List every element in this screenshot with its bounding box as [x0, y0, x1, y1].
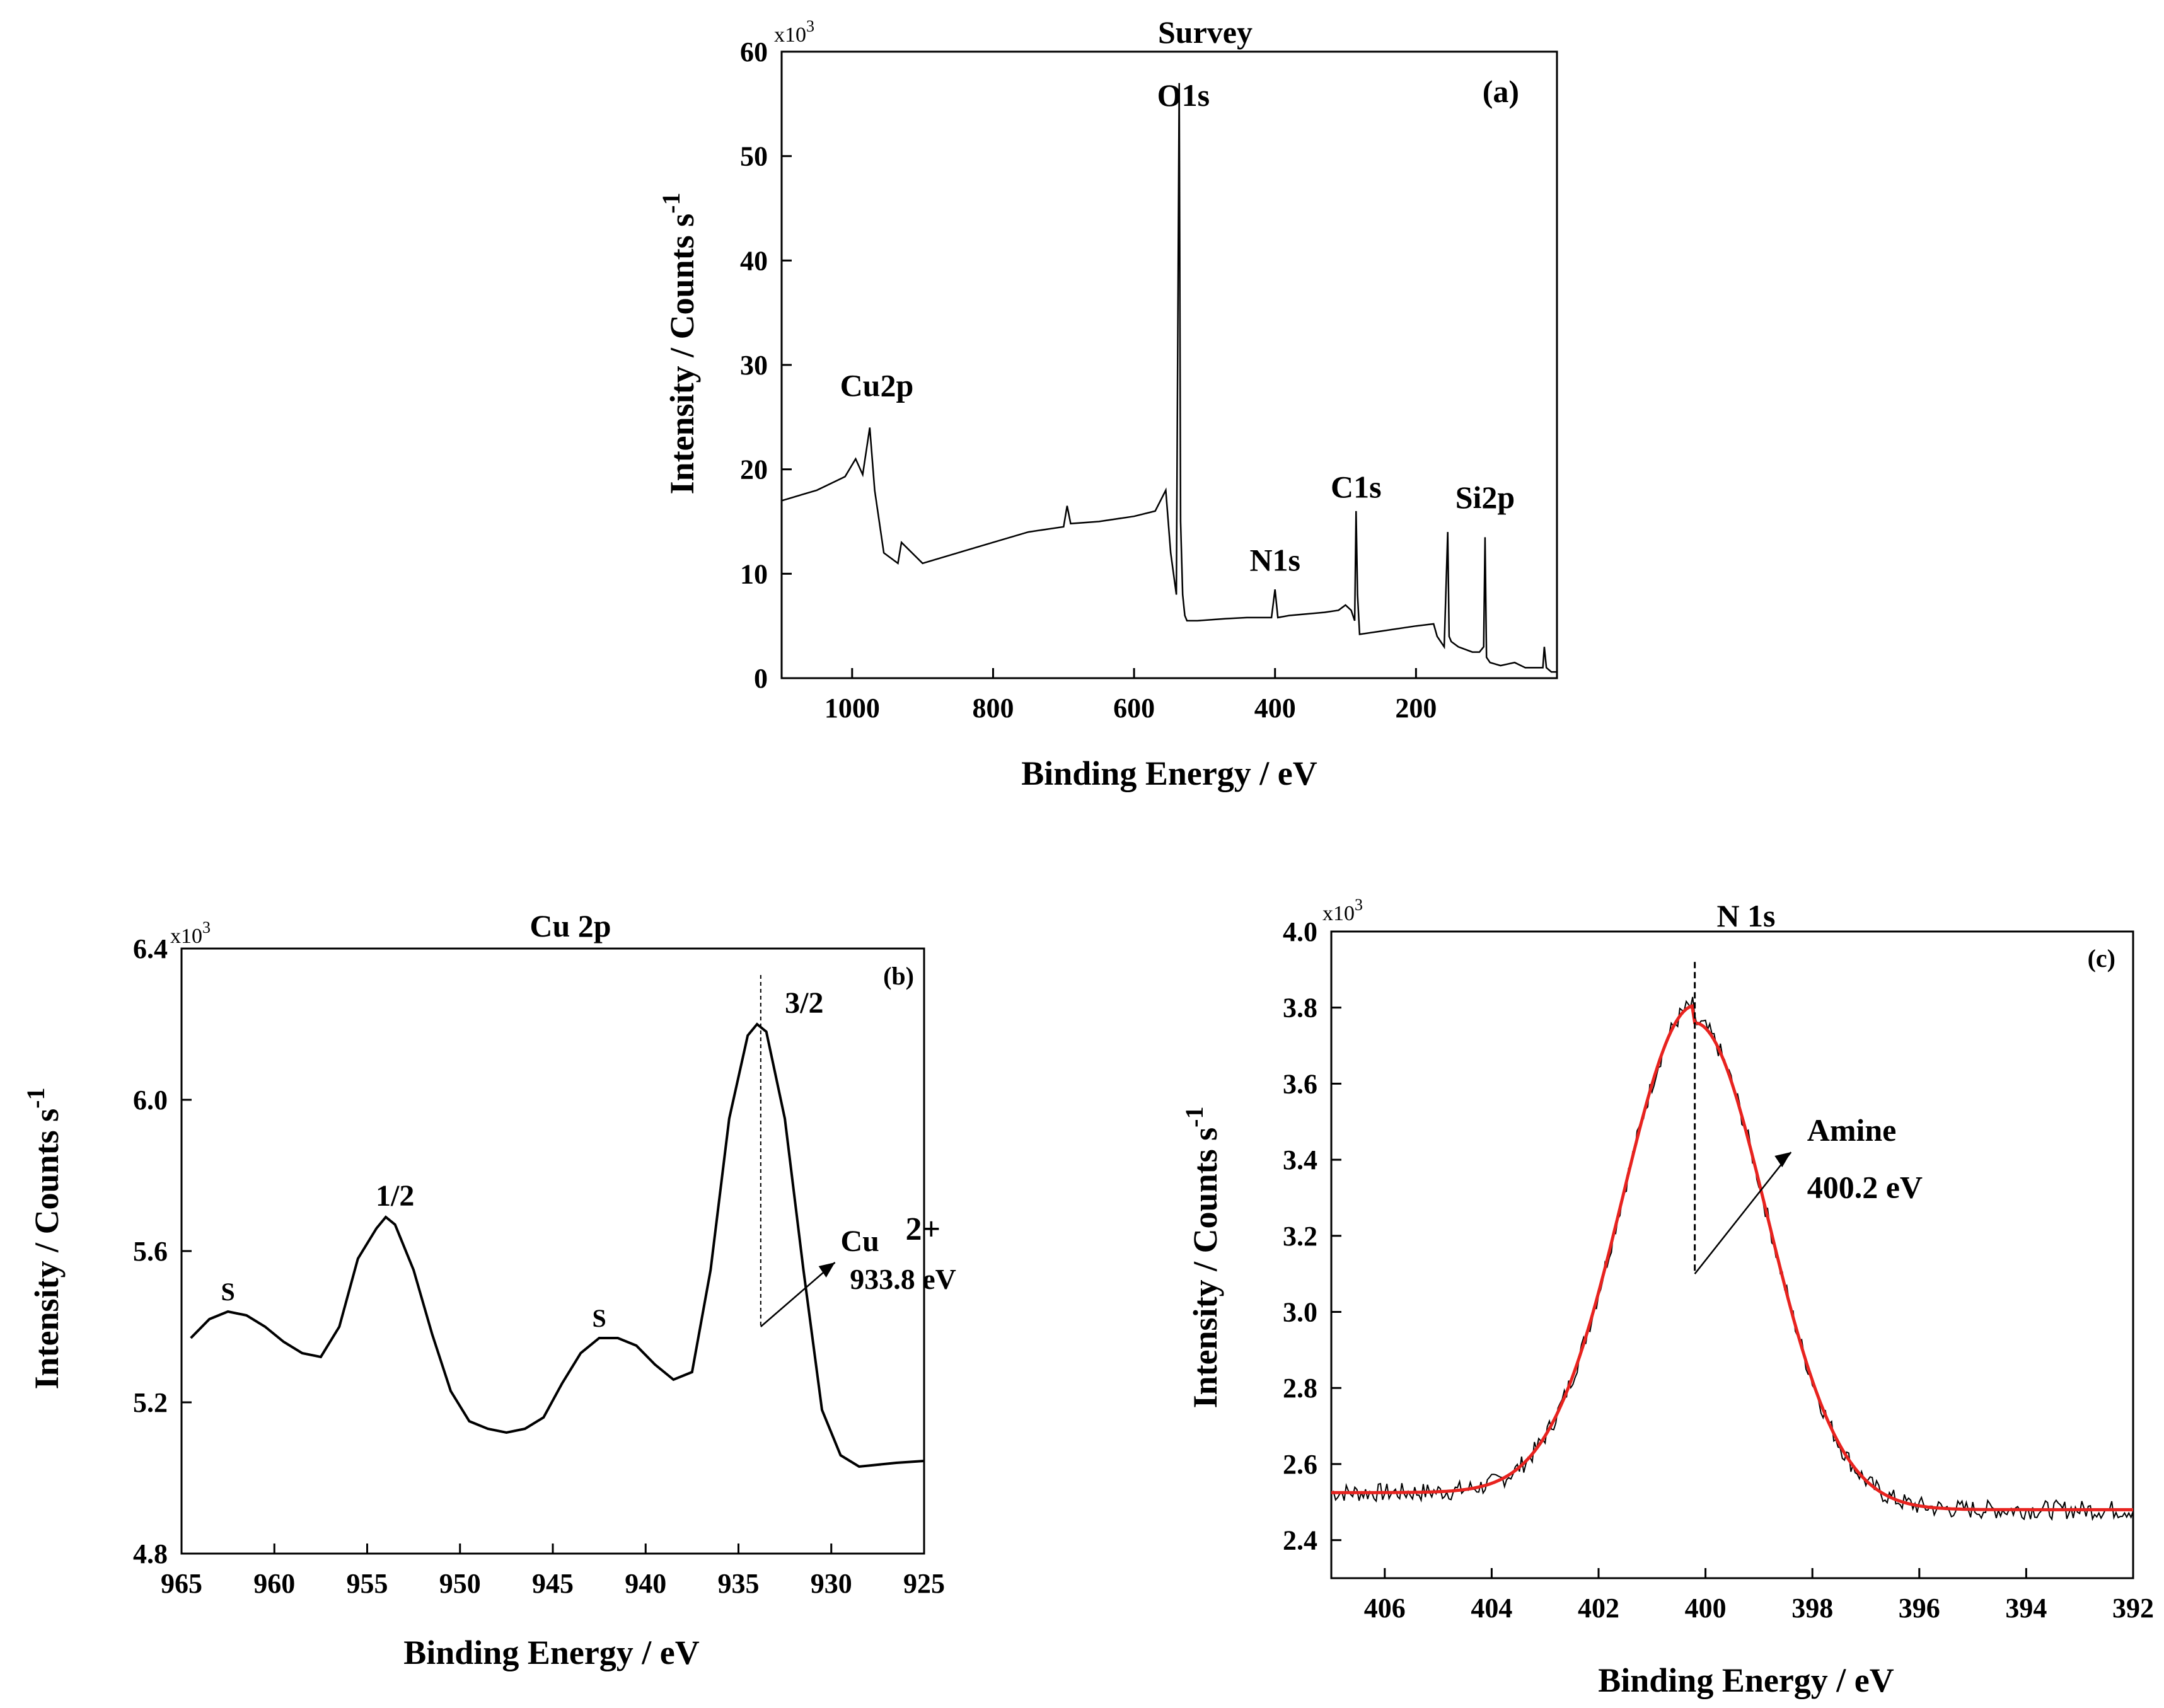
- panel-a-frame: [780, 50, 1558, 679]
- panel-b-xtick-label: 960: [253, 1568, 295, 1599]
- panel-c-xtick-label: 406: [1364, 1593, 1406, 1624]
- panel-b-annotation: 3/2: [785, 986, 823, 1020]
- panel-b-xtick-label: 925: [903, 1568, 945, 1599]
- panel-b-ytick-label: 6.0: [133, 1085, 168, 1116]
- panel-c-xtick-label: 402: [1578, 1593, 1619, 1624]
- panel-b-cu2p-line: [190, 1022, 925, 1469]
- panel-b-xtick-label: 930: [811, 1568, 852, 1599]
- panel-a-xtick-label: 800: [972, 693, 1014, 724]
- panel-b-xtick-label: 965: [161, 1568, 202, 1599]
- panel-a-title: Survey: [1158, 14, 1253, 50]
- panel-c-ytick-label: 2.4: [1283, 1525, 1317, 1556]
- panel-b-xlabel: Binding Energy / eV: [403, 1634, 700, 1671]
- panel-c-annotations: Amine 400.2 eV: [1694, 962, 1923, 1274]
- panel-a-xtick-label: 200: [1395, 693, 1437, 724]
- panel-c-ytick-label: 3.6: [1283, 1068, 1317, 1099]
- panel-b-arrowhead: [818, 1262, 835, 1278]
- panel-c-xtick-label: 392: [2112, 1593, 2154, 1624]
- panel-b-annotation: 1/2: [376, 1179, 414, 1213]
- panel-c-label: (c): [2088, 944, 2115, 972]
- panel-a-ytick-label: 20: [740, 454, 768, 485]
- panel-b-xtick-label: 945: [532, 1568, 574, 1599]
- panel-c-ytick-label: 3.4: [1283, 1145, 1317, 1175]
- panel-a-ytick-label: 40: [740, 245, 768, 276]
- panel-b-frame: [180, 947, 925, 1555]
- panel-a-survey: Survey x103 (a) 1000 800 600 400 200 0 10 20 30 4…: [657, 14, 1558, 792]
- panel-a-xtick-label: 600: [1113, 693, 1155, 724]
- panel-a-peak-label: N1s: [1249, 542, 1300, 577]
- panel-b-ylabel: Intensity / Counts s-1: [21, 1088, 66, 1390]
- panel-c-ytick-label: 3.2: [1283, 1221, 1317, 1252]
- panel-b-xtick-label: 940: [625, 1568, 666, 1599]
- panel-c-arrow: [1694, 1151, 1792, 1274]
- panel-b-ytick-label: 6.4: [133, 933, 168, 964]
- panel-c-xlabel: Binding Energy / eV: [1598, 1661, 1894, 1699]
- panel-a-label: (a): [1483, 74, 1519, 109]
- panel-a-xlabel: Binding Energy / eV: [1021, 754, 1317, 792]
- panel-c-frame: [1330, 930, 2134, 1579]
- panel-c-ticks: 406 404 402 400 398 396 394 392 2.4 2.6 2.8 3.0 3.2 3…: [1283, 916, 2154, 1624]
- panel-b-xtick-label: 935: [718, 1568, 760, 1599]
- panel-b-annotation: Cu: [840, 1225, 879, 1258]
- panel-a-ytick-label: 0: [754, 663, 768, 694]
- panel-c-ytick-label: 3.0: [1283, 1297, 1317, 1328]
- panel-b-annotation: 2+: [906, 1211, 941, 1247]
- panel-c-xtick-label: 404: [1471, 1593, 1512, 1624]
- panel-c-xtick-label: 400: [1685, 1593, 1727, 1624]
- panel-b-annotation: 933.8 eV: [850, 1263, 956, 1295]
- panel-c-ylabel: Intensity / Counts s-1: [1180, 1107, 1224, 1409]
- panel-c-ytick-label: 3.8: [1283, 993, 1317, 1024]
- panel-c-xtick-label: 398: [1791, 1593, 1833, 1624]
- panel-c-raw-line: [1331, 996, 2134, 1521]
- panel-a-ylabel: Intensity / Counts s-1: [657, 193, 701, 495]
- panel-b-ytick-label: 5.2: [133, 1387, 168, 1418]
- panel-a-ytick-label: 50: [740, 141, 768, 172]
- panel-b-title: Cu 2p: [529, 908, 611, 943]
- panel-a-peak-label: Si2p: [1455, 480, 1515, 515]
- panel-b-multiplier: x103: [170, 918, 211, 948]
- panel-c-ytick-label: 2.6: [1283, 1449, 1317, 1480]
- panel-a-peak-label: C1s: [1331, 469, 1382, 504]
- panel-a-xtick-label: 400: [1254, 693, 1296, 724]
- panel-b-label: (b): [883, 962, 914, 990]
- panel-a-ytick-label: 30: [740, 350, 768, 381]
- panel-b-annotation: S: [221, 1278, 235, 1306]
- panel-c-fit-line: [1331, 1003, 2133, 1511]
- panel-a-ytick-label: 10: [740, 558, 768, 589]
- panel-c-amine-label: Amine: [1807, 1112, 1897, 1148]
- panel-a-xtick-label: 1000: [825, 693, 880, 724]
- panel-c-title: N 1s: [1716, 898, 1775, 933]
- panel-c-xtick-label: 394: [2005, 1593, 2047, 1624]
- panel-c-ytick-label: 2.8: [1283, 1373, 1317, 1404]
- panel-b-ticks: 965 960 955 950 945 940 935 930 925 4.8 5.2 5.6 6.0 6…: [133, 933, 945, 1599]
- panel-c-xtick-label: 396: [1899, 1593, 1940, 1624]
- panel-a-ticks: 1000 800 600 400 200 0 10 20 30 40 50 60: [740, 37, 1437, 724]
- panel-b-ytick-label: 4.8: [133, 1538, 168, 1569]
- panel-c-multiplier: x103: [1322, 896, 1363, 925]
- panel-a-peak-label: O1s: [1157, 78, 1210, 113]
- panel-c-arrowhead: [1774, 1152, 1791, 1168]
- panel-c-energy-label: 400.2 eV: [1807, 1169, 1923, 1204]
- panel-b-annotation: S: [593, 1304, 606, 1332]
- panel-b-arrow: [760, 1262, 836, 1327]
- panel-a-ytick-label: 60: [740, 37, 768, 67]
- panel-c-n1s: N 1s x103 (c) 406 404 402 400 398 396 394 392 2.…: [1180, 896, 2154, 1699]
- panel-a-multiplier: x103: [774, 17, 814, 47]
- panel-b-xtick-label: 950: [439, 1568, 481, 1599]
- panel-b-xtick-label: 955: [347, 1568, 388, 1599]
- panel-a-annotations: Cu2p O1s N1s C1s Si2p: [840, 78, 1515, 577]
- panel-a-survey-line: [781, 83, 1557, 673]
- panel-a-peak-label: Cu2p: [840, 368, 914, 403]
- panel-b-cu2p: Cu 2p x103 (b) 965 960 955 950 945 940 935 930 9…: [21, 908, 956, 1671]
- panel-b-ytick-label: 5.6: [133, 1236, 168, 1267]
- panel-b-annotations: S 1/2 S 3/2 Cu 2+ 933.8 eV: [221, 975, 956, 1332]
- panel-c-ytick-label: 4.0: [1283, 916, 1317, 947]
